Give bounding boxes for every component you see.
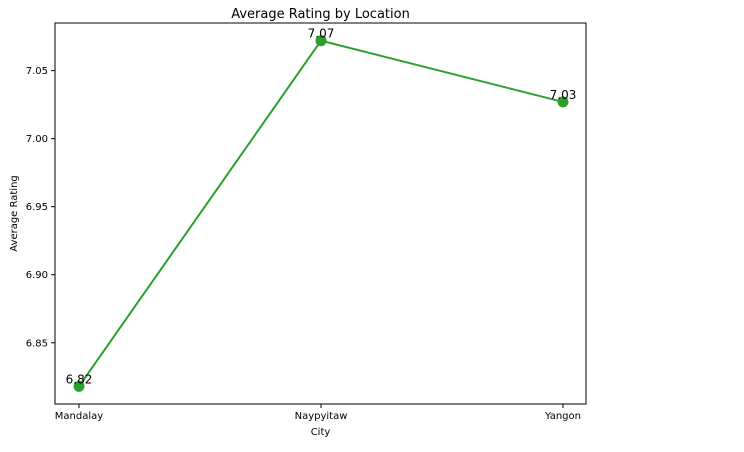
series-layer: 6.82 7.07 7.03 [66, 27, 577, 392]
y-tick-label: 6.95 [26, 202, 48, 213]
data-label: 6.82 [66, 372, 93, 386]
x-tick-label: Mandalay [55, 411, 103, 422]
y-tick-label: 6.85 [26, 338, 48, 349]
data-point [73, 380, 85, 392]
data-label: 7.07 [308, 27, 335, 41]
data-point [315, 35, 327, 47]
axis-ticks: Mandalay Naypyitaw Yangon 6.85 6.90 6.95 7.00 7… [26, 66, 581, 422]
y-tick-label: 6.90 [26, 270, 48, 281]
y-tick-label: 7.05 [26, 66, 48, 77]
data-point [557, 96, 569, 108]
x-tick-label: Yangon [544, 411, 581, 422]
data-label: 7.03 [550, 88, 577, 102]
y-axis-label: Average Rating [9, 175, 20, 251]
plot-area [54, 22, 587, 405]
chart-title: Average Rating by Location [231, 7, 410, 22]
series-line [78, 39, 564, 387]
x-axis-label: City [311, 427, 331, 438]
y-tick-label: 7.00 [26, 134, 48, 145]
x-tick-label: Naypyitaw [295, 411, 348, 422]
